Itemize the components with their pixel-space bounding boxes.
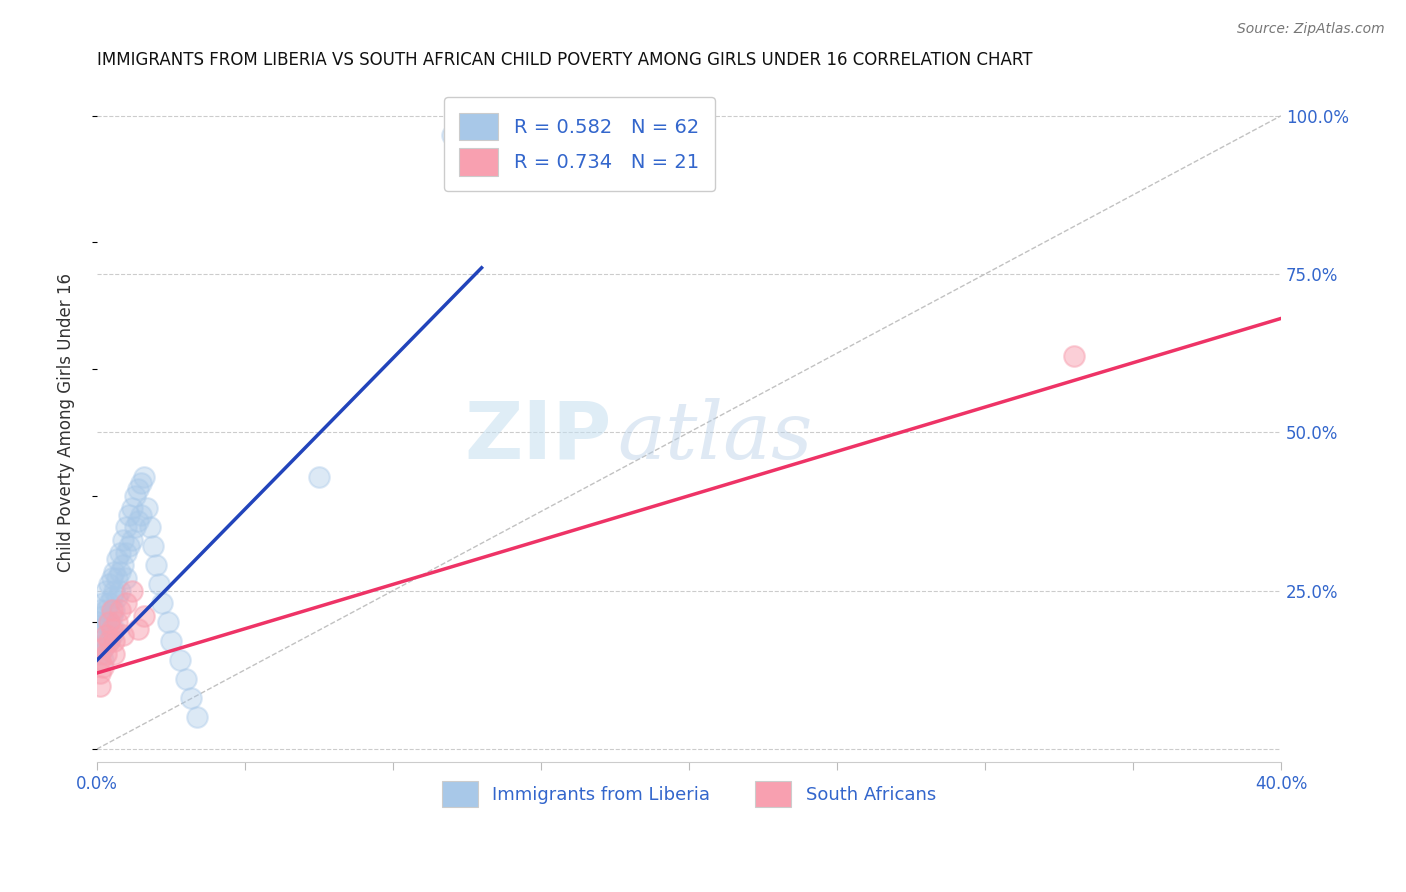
Point [112, 628, 135, 642]
Point [180, 691, 202, 706]
Point [132, 609, 155, 624]
Point [110, 565, 132, 579]
Point [129, 508, 152, 522]
Point [100, 628, 122, 642]
Point [112, 558, 135, 573]
Point [97, 615, 120, 630]
Point [94, 615, 117, 630]
Point [97, 634, 120, 648]
Point [121, 583, 143, 598]
Point [186, 710, 208, 724]
Point [97, 634, 120, 648]
Point [115, 546, 138, 560]
Point [174, 673, 197, 687]
Point [103, 634, 125, 648]
Point [100, 590, 122, 604]
Point [89, 603, 111, 617]
Point [100, 622, 122, 636]
Text: ZIP: ZIP [464, 398, 612, 475]
Point [91, 609, 114, 624]
Point [115, 520, 138, 534]
Point [1063, 350, 1085, 364]
Point [132, 470, 155, 484]
Point [127, 483, 149, 497]
Text: IMMIGRANTS FROM LIBERIA VS SOUTH AFRICAN CHILD POVERTY AMONG GIRLS UNDER 16 CORR: IMMIGRANTS FROM LIBERIA VS SOUTH AFRICAN… [97, 51, 1032, 69]
Text: Source: ZipAtlas.com: Source: ZipAtlas.com [1237, 22, 1385, 37]
Point [107, 615, 129, 630]
Y-axis label: Child Poverty Among Girls Under 16: Child Poverty Among Girls Under 16 [58, 274, 75, 573]
Point [115, 597, 138, 611]
Point [129, 476, 152, 491]
Point [91, 660, 114, 674]
Point [91, 640, 114, 655]
Point [89, 634, 111, 648]
Point [440, 128, 463, 142]
Point [156, 615, 179, 630]
Point [150, 597, 173, 611]
Point [103, 565, 125, 579]
Point [308, 470, 330, 484]
Point [89, 647, 111, 661]
Legend: Immigrants from Liberia, South Africans: Immigrants from Liberia, South Africans [434, 773, 943, 814]
Point [89, 622, 111, 636]
Point [139, 520, 162, 534]
Point [100, 603, 122, 617]
Text: atlas: atlas [617, 398, 813, 475]
Point [103, 583, 125, 598]
Point [103, 622, 125, 636]
Point [121, 501, 143, 516]
Point [112, 533, 135, 548]
Point [145, 558, 167, 573]
Point [124, 520, 146, 534]
Point [89, 666, 111, 681]
Point [127, 622, 149, 636]
Point [115, 571, 138, 585]
Point [110, 546, 132, 560]
Point [103, 647, 125, 661]
Point [91, 597, 114, 611]
Point [100, 571, 122, 585]
Point [159, 634, 181, 648]
Point [94, 634, 117, 648]
Point [124, 489, 146, 503]
Point [110, 583, 132, 598]
Point [89, 615, 111, 630]
Point [103, 603, 125, 617]
Point [91, 640, 114, 655]
Point [110, 603, 132, 617]
Point [97, 615, 120, 630]
Point [107, 571, 129, 585]
Point [121, 533, 143, 548]
Point [107, 552, 129, 566]
Point [136, 501, 159, 516]
Point [118, 540, 141, 554]
Point [142, 540, 165, 554]
Point [107, 590, 129, 604]
Point [148, 577, 170, 591]
Point [94, 647, 117, 661]
Point [89, 679, 111, 693]
Point [91, 622, 114, 636]
Point [94, 583, 117, 598]
Point [94, 628, 117, 642]
Point [91, 653, 114, 667]
Point [97, 597, 120, 611]
Point [89, 653, 111, 667]
Point [97, 577, 120, 591]
Point [169, 653, 191, 667]
Point [118, 508, 141, 522]
Point [127, 514, 149, 528]
Point [100, 609, 122, 624]
Point [94, 603, 117, 617]
